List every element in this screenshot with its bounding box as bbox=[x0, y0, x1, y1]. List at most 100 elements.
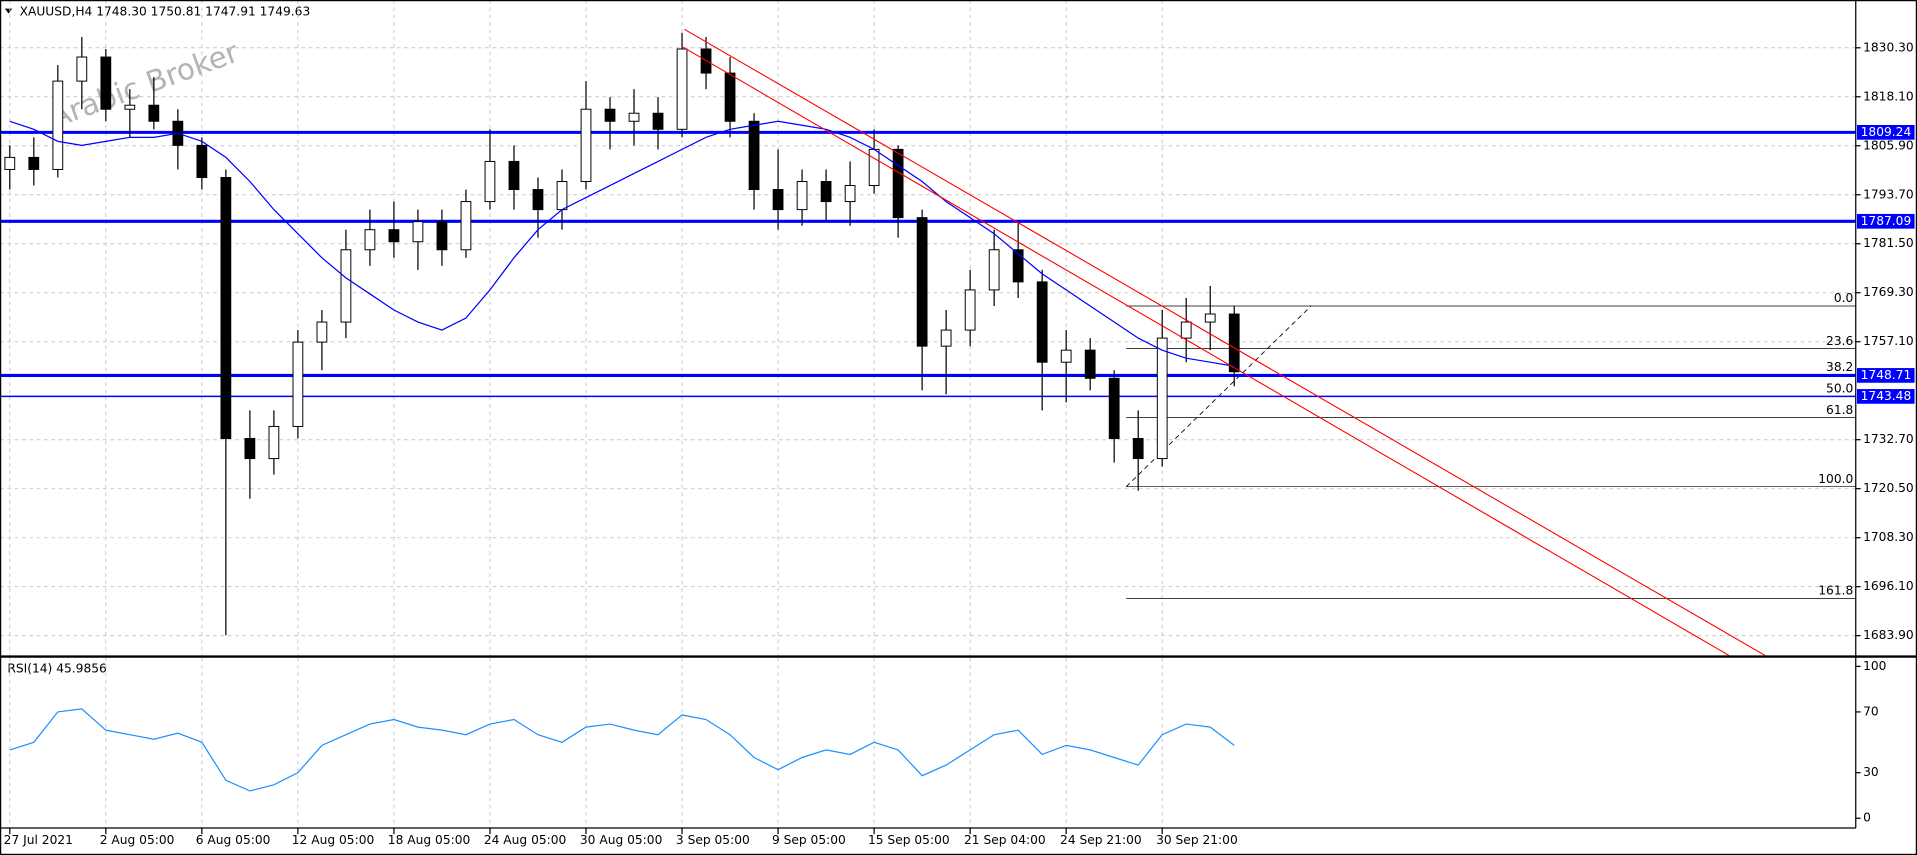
candle-body bbox=[940, 329, 952, 347]
candle-body bbox=[676, 48, 688, 130]
x-tick-label: 21 Sep 04:00 bbox=[964, 833, 1046, 847]
candle-body bbox=[412, 221, 424, 243]
y-tick-label: 70 bbox=[1863, 704, 1879, 718]
x-tick-label: 2 Aug 05:00 bbox=[100, 833, 175, 847]
y-tick-label: 1805.90 bbox=[1863, 138, 1914, 152]
candle-body bbox=[124, 104, 136, 110]
rsi-title: RSI(14) 45.9856 bbox=[7, 661, 107, 675]
x-tick-label: 30 Sep 21:00 bbox=[1156, 833, 1238, 847]
price-label: 1748.71 bbox=[1861, 368, 1912, 382]
candle-body bbox=[748, 120, 760, 191]
candle-body bbox=[628, 112, 640, 122]
rsi-line bbox=[9, 708, 1235, 792]
candle-body bbox=[196, 144, 208, 178]
x-tick-label: 9 Sep 05:00 bbox=[772, 833, 846, 847]
candle-body bbox=[1180, 321, 1192, 339]
fib-label: 0.0 bbox=[1834, 291, 1853, 305]
price-label-box bbox=[1856, 125, 1915, 140]
candle-body bbox=[1108, 377, 1120, 439]
candle-body bbox=[148, 104, 160, 122]
candle-body bbox=[580, 108, 592, 182]
candle-body bbox=[292, 341, 304, 427]
x-tick-label: 6 Aug 05:00 bbox=[196, 833, 271, 847]
candle-body bbox=[1084, 349, 1096, 379]
candle-body bbox=[268, 425, 280, 460]
candle-body bbox=[1204, 313, 1216, 323]
x-tick-label: 18 Aug 05:00 bbox=[388, 833, 470, 847]
menu-arrow[interactable] bbox=[4, 8, 13, 14]
candle-body bbox=[1012, 249, 1024, 283]
x-tick-label: 24 Aug 05:00 bbox=[484, 833, 567, 847]
candle-body bbox=[724, 72, 736, 122]
candle-body bbox=[868, 148, 880, 187]
candle-body bbox=[436, 221, 448, 251]
trendline bbox=[684, 28, 1766, 656]
candle-body bbox=[388, 229, 400, 243]
y-tick-label: 1781.50 bbox=[1863, 236, 1914, 250]
y-tick-label: 1769.30 bbox=[1863, 285, 1914, 299]
candle-body bbox=[964, 289, 976, 331]
y-tick-label: 1757.10 bbox=[1863, 334, 1914, 348]
price-label: 1809.24 bbox=[1861, 125, 1912, 139]
candle-body bbox=[1060, 349, 1072, 363]
fib-label: 23.6 bbox=[1826, 334, 1853, 348]
candle-body bbox=[484, 160, 496, 203]
trendline bbox=[681, 46, 1730, 656]
y-tick-label: 1793.70 bbox=[1863, 187, 1914, 201]
candle-body bbox=[844, 185, 856, 203]
candle-body bbox=[772, 189, 784, 211]
x-tick-label: 30 Aug 05:00 bbox=[580, 833, 663, 847]
candle-body bbox=[100, 56, 112, 110]
candle-body bbox=[1156, 337, 1168, 460]
candle-body bbox=[820, 181, 832, 203]
price-label: 1787.09 bbox=[1861, 214, 1912, 228]
candle-body bbox=[988, 249, 1000, 291]
candle-body bbox=[532, 189, 544, 211]
y-tick-label: 1732.70 bbox=[1863, 432, 1914, 446]
candle-body bbox=[796, 181, 808, 211]
candle-body bbox=[892, 148, 904, 219]
candle-body bbox=[604, 108, 616, 122]
fib-label: 38.2 bbox=[1826, 360, 1853, 374]
y-tick-label: 1830.30 bbox=[1863, 40, 1914, 54]
candle-body bbox=[508, 160, 520, 191]
candle-body bbox=[76, 56, 88, 82]
candle-body bbox=[28, 156, 40, 170]
candle-body bbox=[916, 217, 928, 347]
x-tick-label: 24 Sep 21:00 bbox=[1060, 833, 1142, 847]
fib-label: 161.8 bbox=[1818, 584, 1853, 598]
moving-average bbox=[9, 120, 1235, 367]
candle-body bbox=[340, 249, 352, 323]
y-tick-label: 0 bbox=[1863, 811, 1871, 825]
candle-body bbox=[652, 112, 664, 130]
candle-body bbox=[556, 181, 568, 211]
y-tick-label: 100 bbox=[1863, 659, 1886, 673]
candle-body bbox=[220, 176, 232, 439]
fib-label: 61.8 bbox=[1826, 403, 1853, 417]
price-label-box bbox=[1856, 389, 1915, 404]
x-tick-label: 12 Aug 05:00 bbox=[292, 833, 375, 847]
candle-body bbox=[1132, 438, 1144, 460]
candle-body bbox=[460, 201, 472, 251]
y-tick-label: 1683.90 bbox=[1863, 628, 1914, 642]
candle-body bbox=[1228, 313, 1240, 373]
candle-body bbox=[52, 80, 64, 170]
price-label-box bbox=[1856, 368, 1915, 383]
chart-title: XAUUSD,H4 1748.30 1750.81 1747.91 1749.6… bbox=[20, 5, 311, 19]
price-label: 1743.48 bbox=[1861, 389, 1912, 403]
x-tick-label: 27 Jul 2021 bbox=[4, 833, 73, 847]
candle-body bbox=[1036, 281, 1048, 363]
y-tick-label: 1708.30 bbox=[1863, 530, 1914, 544]
fib-label: 50.0 bbox=[1826, 381, 1853, 395]
candle-body bbox=[4, 156, 16, 170]
x-tick-label: 3 Sep 05:00 bbox=[676, 833, 750, 847]
y-tick-label: 30 bbox=[1863, 765, 1879, 779]
y-tick-label: 1818.10 bbox=[1863, 89, 1914, 103]
y-tick-label: 1720.50 bbox=[1863, 481, 1914, 495]
x-tick-label: 15 Sep 05:00 bbox=[868, 833, 950, 847]
candle-body bbox=[244, 438, 256, 460]
fib-label: 100.0 bbox=[1818, 472, 1853, 486]
